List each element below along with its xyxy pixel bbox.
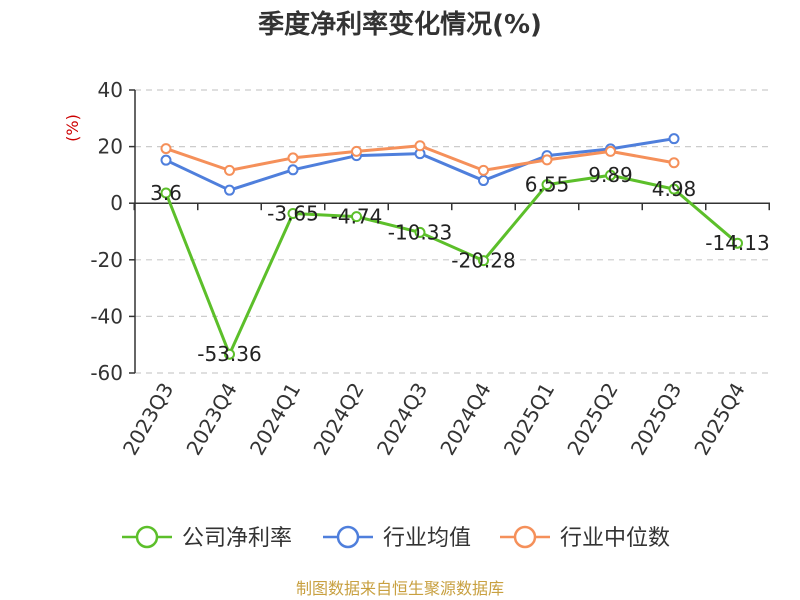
data-label: -3.65 xyxy=(267,202,319,226)
legend-marker-icon xyxy=(135,525,159,549)
data-label-layer: 3.6 -53.36 -3.65 -4.74-10.33 -20.28 6.55 9.89 4… xyxy=(150,163,770,366)
data-point-marker xyxy=(224,164,235,176)
x-tick-label: 2025Q4 xyxy=(689,379,749,460)
y-tick-label: -20 xyxy=(90,248,123,272)
grid-layer xyxy=(135,89,770,374)
data-point-marker xyxy=(160,154,172,166)
series-line xyxy=(164,173,739,356)
legend-label: 行业中位数 xyxy=(560,526,670,551)
data-point-marker xyxy=(224,184,235,196)
data-label: 4.98 xyxy=(652,177,697,201)
data-point-marker xyxy=(732,237,743,249)
y-tick-label: 0 xyxy=(110,191,123,215)
data-label: 9.89 xyxy=(588,163,633,187)
data-label: -53.36 xyxy=(197,342,261,366)
x-tick-label: 2024Q1 xyxy=(245,379,305,460)
chart-title: 季度净利率变化情况(%) xyxy=(258,9,542,40)
data-point-marker xyxy=(351,145,362,157)
legend-marker-icon xyxy=(513,525,537,549)
data-point-marker xyxy=(287,152,299,164)
data-point-marker xyxy=(605,145,616,157)
data-label: 6.55 xyxy=(525,173,570,197)
data-point-marker xyxy=(668,133,680,145)
x-tick-label: 2023Q4 xyxy=(181,379,241,460)
data-point-marker xyxy=(351,211,362,223)
data-point-marker xyxy=(414,140,426,152)
y-tick-label: -40 xyxy=(90,304,123,328)
data-point-marker xyxy=(668,157,680,169)
x-tick-label: 2023Q3 xyxy=(118,379,178,460)
x-tick-label: 2025Q1 xyxy=(499,379,559,460)
data-point-marker xyxy=(160,187,172,199)
data-point-marker xyxy=(224,348,235,360)
x-tick-label: 2025Q2 xyxy=(562,379,622,460)
data-point-marker xyxy=(478,164,489,176)
series-layer xyxy=(160,133,743,360)
data-label: -10.33 xyxy=(388,220,452,244)
data-point-marker xyxy=(478,255,489,267)
source-note: 制图数据来自恒生聚源数据库 xyxy=(296,579,504,598)
data-point-marker xyxy=(668,183,680,195)
y-tick-label: 40 xyxy=(98,78,123,102)
data-point-marker xyxy=(414,226,426,238)
data-point-marker xyxy=(541,154,553,166)
y-tick-label: -60 xyxy=(90,361,123,385)
data-label: 3.6 xyxy=(150,181,182,205)
x-tick-label: 2024Q2 xyxy=(308,379,368,460)
y-tick-label: 20 xyxy=(98,135,123,159)
legend-label: 公司净利率 xyxy=(182,526,292,551)
x-tick-label: 2024Q3 xyxy=(372,379,432,460)
data-point-marker xyxy=(478,175,489,187)
x-tick-label: 2025Q3 xyxy=(626,379,686,460)
data-label: -14.13 xyxy=(705,231,769,255)
legend-marker-icon xyxy=(336,525,360,549)
legend-label: 行业均值 xyxy=(383,526,471,551)
data-point-marker xyxy=(541,179,553,191)
y-axis-unit-label: (%) xyxy=(63,114,82,142)
data-label: -4.74 xyxy=(331,205,383,229)
data-point-marker xyxy=(287,208,299,220)
data-label: -20.28 xyxy=(451,249,515,273)
x-tick-label: 2024Q4 xyxy=(435,379,495,460)
legend: 公司净利率 行业均值 行业中位数 xyxy=(122,525,670,551)
data-point-marker xyxy=(160,143,172,155)
data-point-marker xyxy=(605,169,616,181)
data-point-marker xyxy=(287,164,299,176)
